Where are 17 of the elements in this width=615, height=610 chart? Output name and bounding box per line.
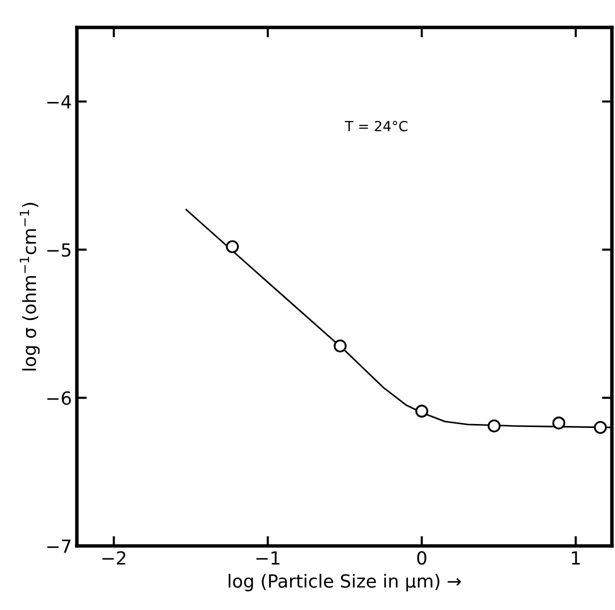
y-tick-label: −4 — [47, 95, 71, 108]
x-axis-title: log (Particle Size in μm) → — [228, 574, 461, 592]
annotation: T = 24°C — [344, 120, 408, 132]
y-tick-label: −7 — [47, 540, 70, 553]
x-tick-label: 1 — [572, 551, 580, 565]
point — [552, 416, 566, 430]
y-tick-label: −6 — [47, 391, 71, 405]
y-tick-label: −5 — [47, 243, 70, 257]
point — [594, 420, 607, 434]
x-tick-label: −1 — [256, 551, 280, 565]
x-tick-label: −2 — [102, 551, 126, 565]
point — [334, 339, 347, 352]
x-tick-label: 0 — [417, 551, 426, 565]
point — [226, 240, 239, 254]
point — [488, 419, 501, 432]
y-axis-title: log σ (ohm$^{−1}$cm$^{−1}$) — [20, 202, 40, 370]
point — [415, 404, 428, 418]
